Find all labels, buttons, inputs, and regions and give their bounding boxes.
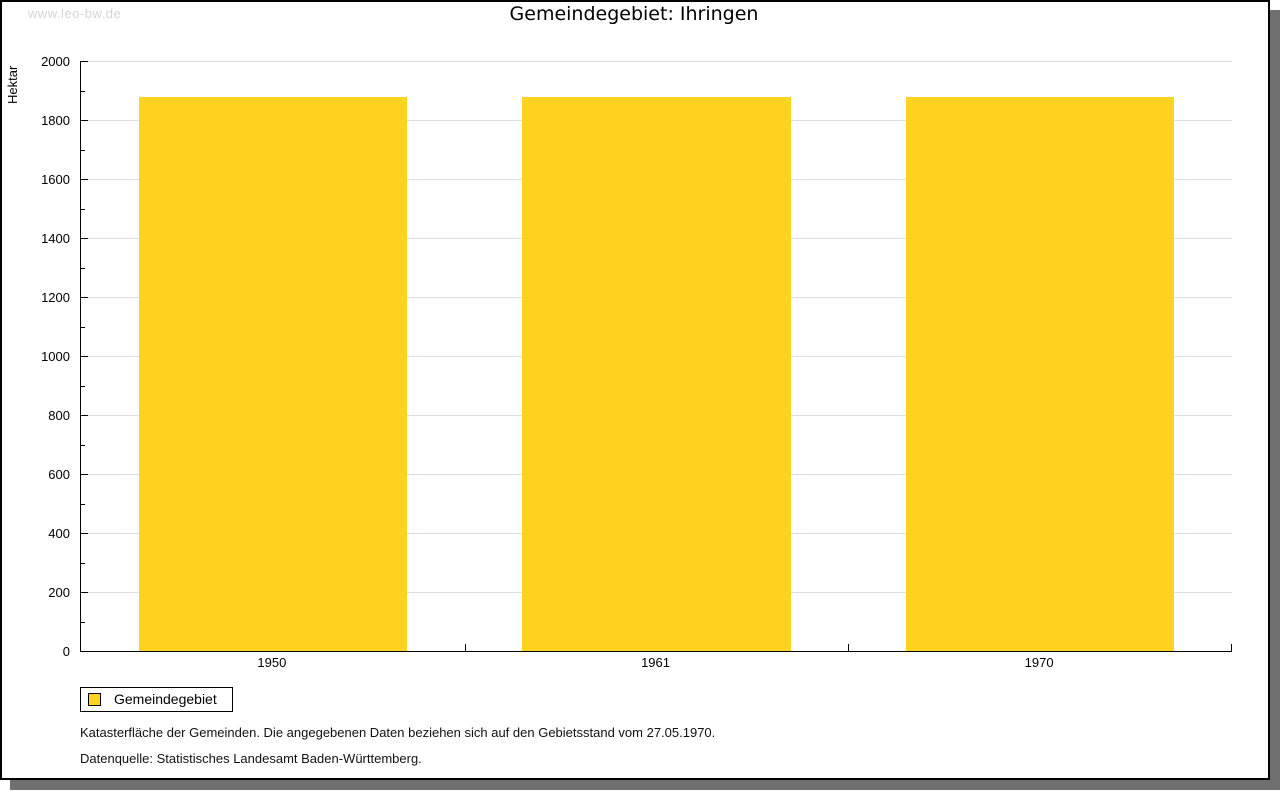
y-tick-minor <box>81 149 85 151</box>
x-axis-labels: 1950 1961 1970 <box>80 655 1231 671</box>
y-tick-minor <box>81 326 85 328</box>
gridline <box>81 61 1232 62</box>
y-tick-label: 2000 <box>41 54 70 69</box>
y-tick-label: 1000 <box>41 349 70 364</box>
x-tick <box>464 644 466 651</box>
y-tick-label: 0 <box>62 644 70 659</box>
x-tick <box>1231 644 1232 651</box>
footnote-data-source: Datenquelle: Statistisches Landesamt Bad… <box>80 751 422 766</box>
legend-swatch-icon <box>88 693 101 706</box>
y-tick-major <box>81 297 88 298</box>
x-tick-label: 1950 <box>257 655 287 670</box>
y-tick-label: 1200 <box>41 290 70 305</box>
plot-area <box>80 61 1232 652</box>
y-tick-major <box>81 179 88 180</box>
legend: Gemeindegebiet <box>80 687 233 712</box>
y-tick-major <box>81 533 88 534</box>
y-tick-minor <box>81 621 85 623</box>
y-axis-labels: 0 200 400 600 800 1000 1200 1400 1600 1800 2000 <box>0 54 75 659</box>
x-tick-label: 1961 <box>641 655 670 670</box>
y-tick-minor <box>81 444 85 446</box>
bar-1961 <box>522 97 791 651</box>
y-tick-major <box>81 238 88 239</box>
bar-1950 <box>138 97 408 651</box>
legend-label: Gemeindegebiet <box>114 691 217 707</box>
chart-title: Gemeindegebiet: Ihringen <box>509 3 759 25</box>
y-tick-major <box>81 415 88 416</box>
y-tick-label: 1800 <box>41 113 70 128</box>
y-tick-label: 600 <box>48 467 70 482</box>
y-tick-minor <box>81 385 85 387</box>
y-tick-major <box>81 120 88 121</box>
x-tick <box>848 644 850 651</box>
footnote-source-note: Katasterfläche der Gemeinden. Die angege… <box>80 725 716 740</box>
y-tick-label: 800 <box>48 408 70 423</box>
bar-1970 <box>905 97 1175 651</box>
y-tick-major <box>81 474 88 475</box>
y-tick-minor <box>81 562 85 564</box>
x-tick-label: 1970 <box>1024 655 1054 670</box>
y-tick-major <box>81 356 88 357</box>
y-tick-major <box>81 592 88 593</box>
y-tick-label: 400 <box>48 526 70 541</box>
y-tick-minor <box>81 208 85 210</box>
y-tick-minor <box>81 503 85 505</box>
y-tick-label: 1600 <box>41 172 70 187</box>
watermark: www.leo-bw.de <box>28 6 122 21</box>
y-tick-label: 200 <box>48 585 70 600</box>
y-tick-minor <box>81 267 85 269</box>
y-tick-major <box>81 61 88 62</box>
y-tick-label: 1400 <box>41 231 70 246</box>
y-tick-minor <box>81 90 85 92</box>
